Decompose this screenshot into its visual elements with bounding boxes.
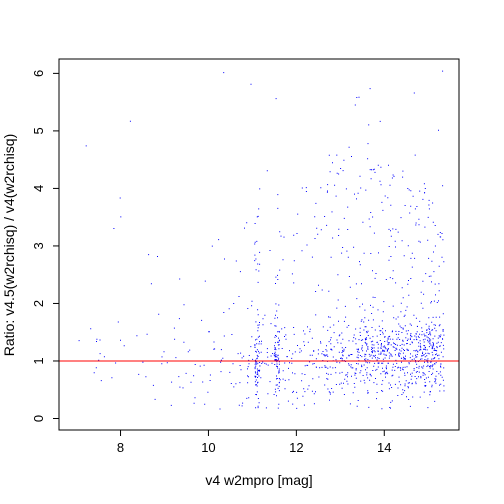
x-tick-label: 14 (377, 440, 391, 455)
scatter-points-path (78, 70, 445, 410)
y-tick-label: 5 (31, 127, 46, 134)
x-tick-label: 10 (201, 440, 215, 455)
y-tick-label: 6 (31, 70, 46, 77)
y-tick-label: 4 (31, 185, 46, 192)
x-tick-label: 12 (289, 440, 303, 455)
x-tick-label: 8 (117, 440, 124, 455)
y-tick-label: 0 (31, 415, 46, 422)
data-points (78, 70, 445, 410)
y-axis-title: Ratio: v4.5(w2rchisq) / v4(w2rchisq) (1, 134, 17, 357)
y-tick-label: 1 (31, 357, 46, 364)
x-axis: 8 10 12 14 (117, 430, 392, 455)
plot-frame (58, 58, 460, 431)
y-axis: 0 1 2 3 4 5 6 (31, 70, 59, 422)
y-tick-label: 3 (31, 242, 46, 249)
y-tick-label: 2 (31, 300, 46, 307)
x-axis-title: v4 w2mpro [mag] (205, 472, 312, 488)
